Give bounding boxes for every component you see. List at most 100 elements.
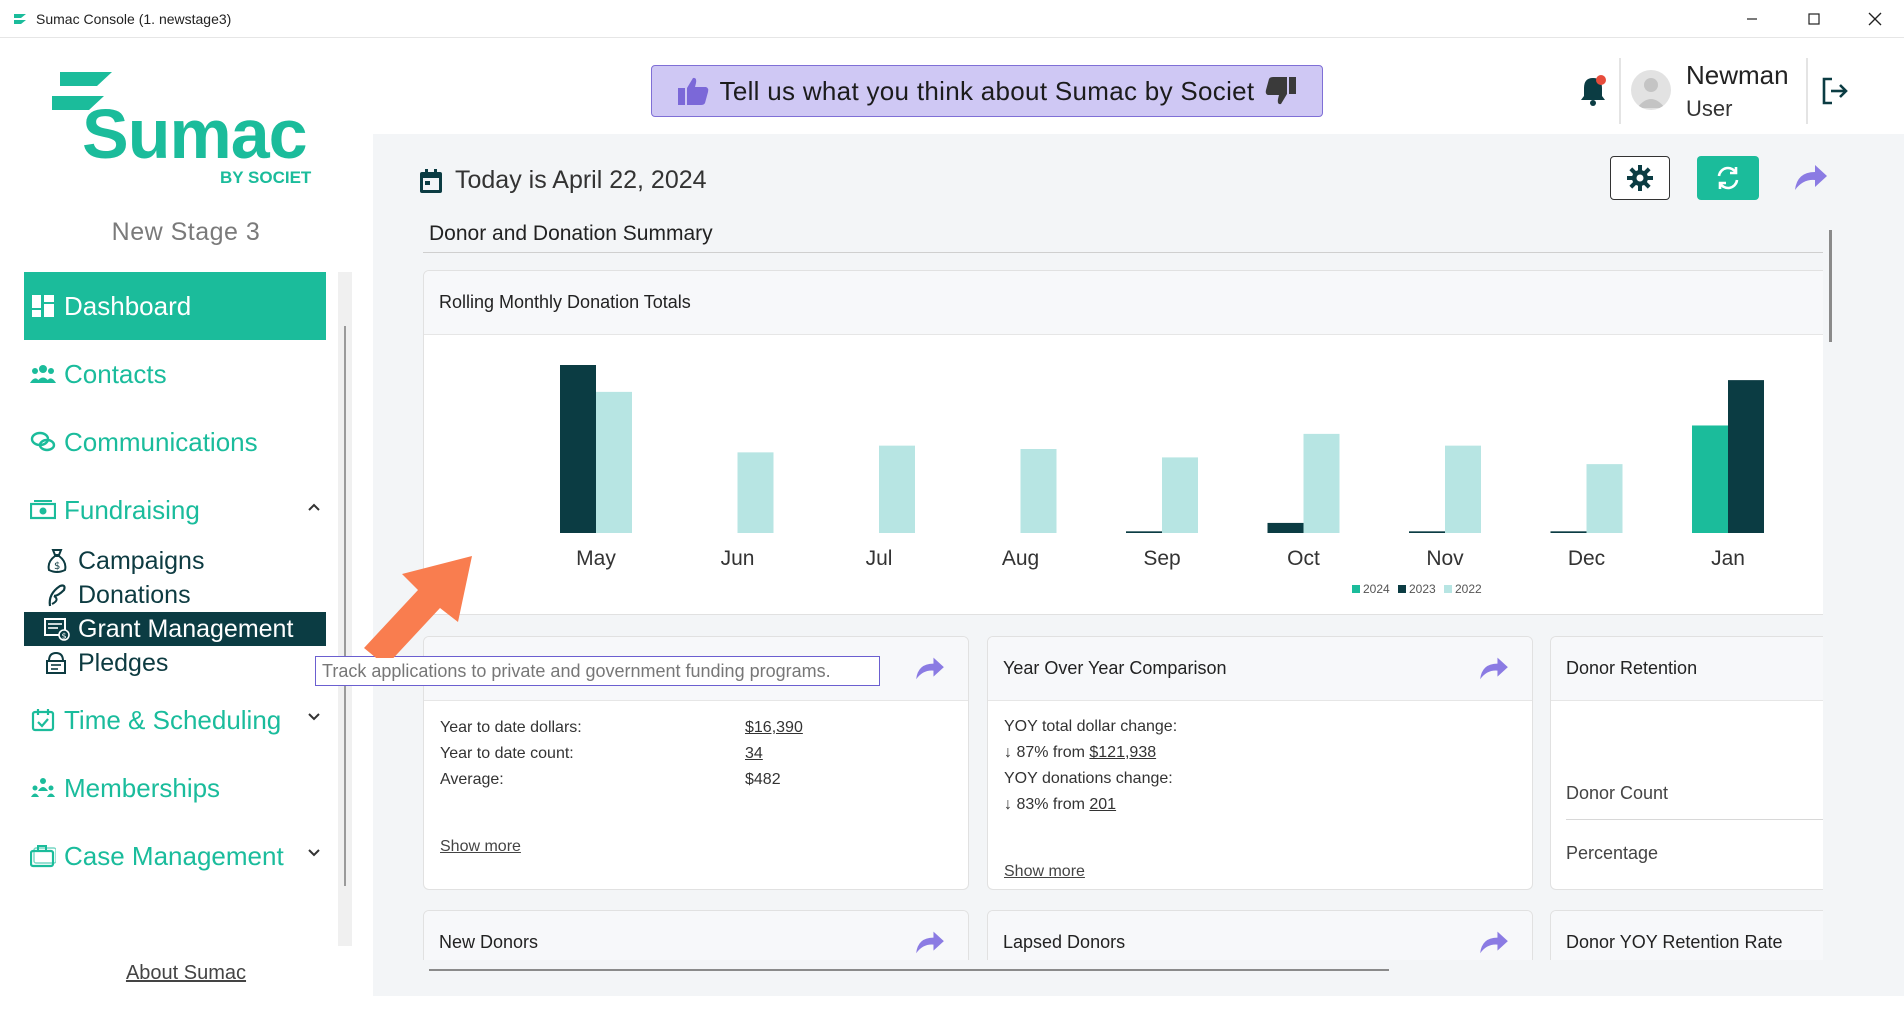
bar-2022-oct[interactable] (1303, 433, 1340, 533)
x-tick-label: Aug (1002, 547, 1039, 570)
content-horizontal-scrollbar[interactable] (429, 964, 1825, 976)
donor-count-label: Donor Count (1566, 783, 1669, 803)
close-icon (1868, 12, 1882, 26)
show-more-link[interactable]: Show more (440, 838, 521, 855)
legend-swatch-2022 (1444, 585, 1452, 593)
bar-2022-jul[interactable] (879, 445, 915, 533)
svg-text:$: $ (62, 632, 67, 641)
legend-label-2024[interactable]: 2024 (1363, 582, 1390, 596)
bar-2023-jan[interactable] (1728, 380, 1764, 533)
sidebar-item-dashboard[interactable]: Dashboard (24, 272, 326, 340)
chevron-up-icon[interactable] (308, 498, 320, 516)
sidebar-item-communications[interactable]: Communications (24, 408, 326, 476)
sidebar-item-label: Dashboard (64, 290, 192, 321)
sidebar-item-label: Case Management (64, 840, 284, 871)
calendar-icon (420, 168, 442, 193)
sidebar-subitem-donations[interactable]: Donations (24, 578, 326, 612)
bar-2024-jan[interactable] (1692, 425, 1728, 533)
sumac-app-icon (14, 14, 26, 24)
share-arrow-icon[interactable] (914, 929, 946, 955)
scrollbar-thumb[interactable] (1829, 230, 1832, 342)
user-role: User (1686, 96, 1733, 121)
dashboard-content: Donor and Donation Summary Rolling Month… (415, 208, 1823, 960)
bar-2022-aug[interactable] (1020, 449, 1057, 533)
x-tick-label: Sep (1143, 547, 1180, 570)
yoy-dollar-change-text: ↓ 87% from (1004, 744, 1085, 761)
sumac-logo-mark (52, 72, 112, 110)
refresh-button[interactable] (1697, 156, 1759, 200)
sidebar-subitem-campaigns[interactable]: $ Campaigns (24, 544, 326, 578)
sidebar-item-case-management[interactable]: Case Management (24, 822, 326, 890)
refresh-icon (1717, 166, 1739, 190)
scrollbar-thumb[interactable] (344, 326, 346, 886)
average-value: $482 (745, 771, 781, 788)
maximize-button[interactable] (1785, 0, 1843, 38)
share-arrow-icon[interactable] (1478, 655, 1510, 681)
notification-bell-icon[interactable] (1578, 72, 1608, 108)
yoy-card-title: Year Over Year Comparison (988, 637, 1532, 701)
ytd-dollars-value[interactable]: $16,390 (745, 719, 803, 736)
x-tick-label: Nov (1426, 547, 1464, 570)
retention-card-title: Donor Retention (1551, 637, 1823, 701)
yoy-dollar-link[interactable]: $121,938 (1089, 744, 1157, 761)
bar-2022-sep[interactable] (1162, 457, 1198, 533)
money-bag-icon: $ (44, 548, 70, 574)
average-label: Average: (440, 771, 504, 788)
gear-icon (1627, 165, 1653, 191)
legend-label-2023[interactable]: 2023 (1409, 582, 1436, 596)
briefcase-icon (30, 843, 56, 869)
close-window-button[interactable] (1846, 0, 1904, 38)
sidebar-item-memberships[interactable]: Memberships (24, 754, 326, 822)
x-tick-label: Jun (721, 547, 755, 570)
svg-text:$: $ (54, 561, 60, 572)
notification-dot (1596, 75, 1606, 85)
thumbs-down-icon[interactable] (1264, 75, 1298, 107)
feedback-banner[interactable]: Tell us what you think about Sumac by So… (651, 65, 1323, 117)
share-arrow-icon[interactable] (914, 655, 946, 681)
legend-label-2022[interactable]: 2022 (1455, 582, 1482, 596)
bar-2022-nov[interactable] (1445, 445, 1481, 533)
calendar-check-icon (30, 707, 56, 733)
bar-2023-sep[interactable] (1126, 531, 1162, 533)
user-name: Newman (1686, 60, 1789, 90)
yoy-donations-link[interactable]: 201 (1089, 796, 1117, 813)
main-content: Today is April 22, 2024 Donor and Donati… (373, 134, 1904, 996)
window-titlebar: Sumac Console (1. newstage3) (0, 0, 1904, 38)
thumbs-up-icon[interactable] (676, 75, 710, 107)
bar-2022-dec[interactable] (1586, 464, 1623, 533)
content-vertical-scrollbar[interactable] (1823, 220, 1837, 960)
bar-2023-oct[interactable] (1267, 522, 1304, 533)
donation-icon (44, 582, 70, 608)
show-more-link[interactable]: Show more (1004, 863, 1085, 880)
header-divider (1619, 58, 1621, 124)
bar-2023-dec[interactable] (1550, 531, 1587, 533)
chevron-down-icon[interactable] (308, 844, 320, 862)
share-arrow-icon[interactable] (1793, 162, 1829, 192)
sidebar-item-time-scheduling[interactable]: Time & Scheduling (24, 686, 326, 754)
legend-swatch-2023 (1398, 585, 1406, 593)
scrollbar-thumb[interactable] (429, 969, 1389, 971)
about-sumac-link[interactable]: About Sumac (125, 962, 247, 984)
sidebar-item-fundraising[interactable]: Fundraising (24, 476, 326, 544)
sidebar-subitem-grant-management[interactable]: $ Grant Management (24, 612, 326, 646)
ytd-count-value[interactable]: 34 (745, 745, 763, 762)
sidebar-item-contacts[interactable]: Contacts (24, 340, 326, 408)
share-arrow-icon[interactable] (1478, 929, 1510, 955)
stage-name: New Stage 3 (111, 218, 261, 246)
sumac-logo: Sumac BY SOCIET (52, 68, 332, 198)
logout-icon[interactable] (1820, 76, 1850, 106)
bar-2023-may[interactable] (560, 365, 596, 533)
sidebar-subitem-pledges[interactable]: Pledges (24, 646, 326, 680)
avatar[interactable] (1631, 70, 1671, 110)
chevron-down-icon[interactable] (308, 708, 320, 726)
settings-button[interactable] (1610, 156, 1670, 200)
ytd-dollars-label: Year to date dollars: (440, 719, 582, 736)
minimize-button[interactable] (1723, 0, 1781, 38)
bar-2022-jun[interactable] (737, 452, 774, 533)
bar-2023-nov[interactable] (1409, 531, 1445, 533)
legend-swatch-2024 (1352, 585, 1360, 593)
bar-2022-may[interactable] (596, 391, 632, 533)
sidebar-item-label: Fundraising (64, 494, 200, 525)
sidebar-scrollbar[interactable] (338, 272, 352, 946)
x-tick-label: Oct (1287, 547, 1320, 570)
